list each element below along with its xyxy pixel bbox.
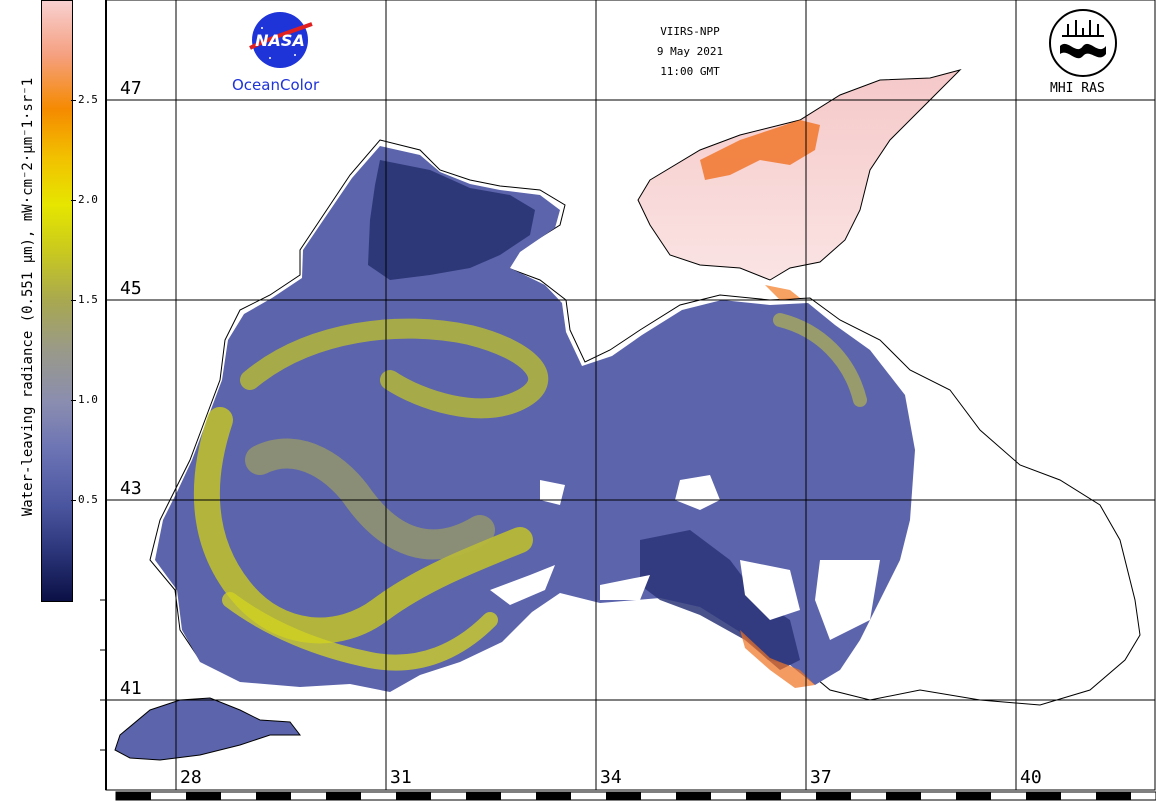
scale-bar [115,791,1156,801]
bloom-east [773,313,867,407]
lat-label-45: 45 [120,278,142,299]
marmara-sea [114,697,302,761]
colorbar-tick-label: 0.5 [78,493,98,506]
coastal-turbid-kerch [765,285,800,300]
colorbar-tick-label: 1.5 [78,293,98,306]
oceancolor-label: OceanColor [232,76,320,94]
cloud-gap [600,575,650,600]
bloom-central [240,318,549,419]
lon-label-40: 40 [1020,767,1042,788]
graticule [106,0,1155,790]
mhi-label: MHI RAS [1050,81,1105,96]
azov-coastline [637,69,962,281]
cloud-gap [490,565,555,605]
deep-blue-se [640,530,800,670]
sea-surface-blue [155,146,915,692]
svg-text:NASA: NASA [255,31,305,50]
coastal-turbid-sw [740,630,815,688]
nasa-logo-icon: NASA [249,12,313,68]
colorbar-tick-mark [71,500,76,501]
cloud-gap [740,560,800,620]
lat-label-43: 43 [120,478,142,499]
colorbar-tick-label: 1.0 [78,393,98,406]
lon-label-28: 28 [180,767,202,788]
colorbar [41,0,73,602]
lat-label-41: 41 [120,678,142,699]
cloud-gap [540,480,565,505]
colorbar-tick-label: 2.5 [78,93,98,106]
colorbar-tick-mark [71,300,76,301]
image-time: 11:00 GMT [660,65,720,78]
colorbar-tick-mark [71,400,76,401]
deep-blue-nw [368,160,535,280]
mhi-logo-icon [1049,9,1117,77]
image-date: 9 May 2021 [656,45,724,58]
satellite-name: VIIRS-NPP [660,25,720,38]
lon-label-34: 34 [600,767,622,788]
lon-label-37: 37 [810,767,832,788]
lon-label-31: 31 [390,767,412,788]
cloud-gap [675,475,720,510]
colorbar-tick-mark [71,200,76,201]
colorbar-tick-label: 2.0 [78,193,98,206]
bloom-south [222,592,498,671]
image-info: VIIRS-NPP 9 May 2021 11:00 GMT [620,22,760,82]
colorbar-tick-mark [71,100,76,101]
bloom-west [193,407,533,644]
coastal-turbid-orange [700,120,820,180]
cloud-gap [815,560,880,640]
left-ticks [100,599,106,751]
lat-label-47: 47 [120,78,142,99]
